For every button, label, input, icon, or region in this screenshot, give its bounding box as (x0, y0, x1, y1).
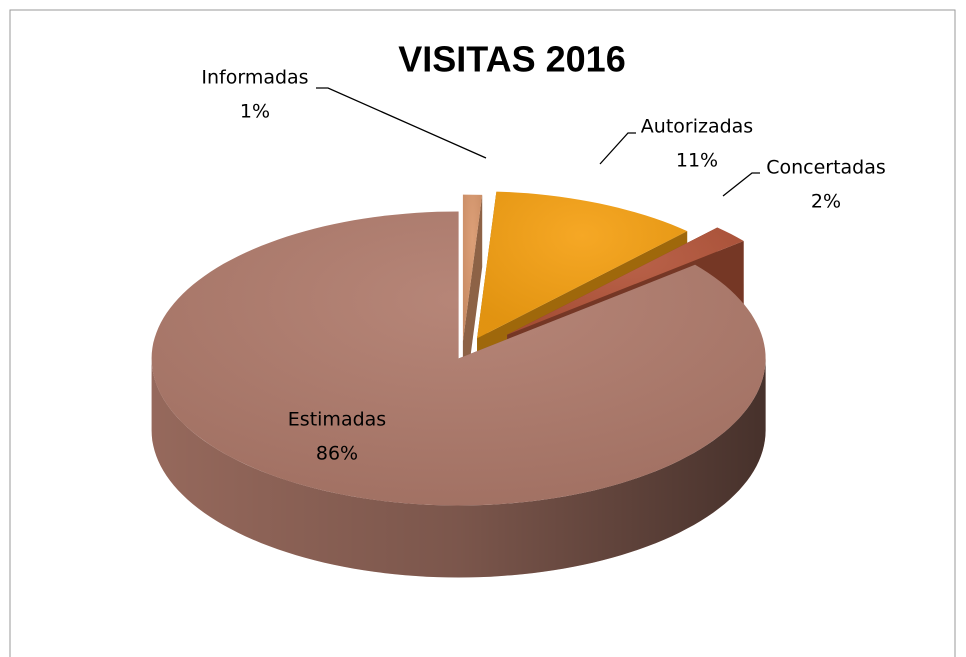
slice-value-label: 1% (240, 101, 270, 123)
slice-value-label: 2% (811, 191, 841, 213)
slice-top-shade (462, 194, 483, 342)
slice-wall-shade (151, 358, 766, 578)
slice-label: Concertadas (766, 157, 886, 179)
leader-line (722, 172, 760, 197)
slice-top-shade (477, 191, 688, 339)
chart-title: VISITAS 2016 (398, 39, 625, 80)
slice-value-label: 86% (316, 443, 358, 465)
slice-label: Autorizadas (641, 116, 753, 138)
leader-line (599, 132, 636, 165)
chart-frame (9, 9, 956, 657)
slice-top-shade (151, 211, 766, 506)
slice-value-label: 11% (676, 150, 718, 172)
slice-label: Informadas (201, 67, 308, 89)
slice-label: Estimadas (288, 409, 386, 431)
pie-slice (151, 211, 766, 578)
slice-top-shade (507, 227, 744, 335)
leader-line (316, 87, 487, 159)
